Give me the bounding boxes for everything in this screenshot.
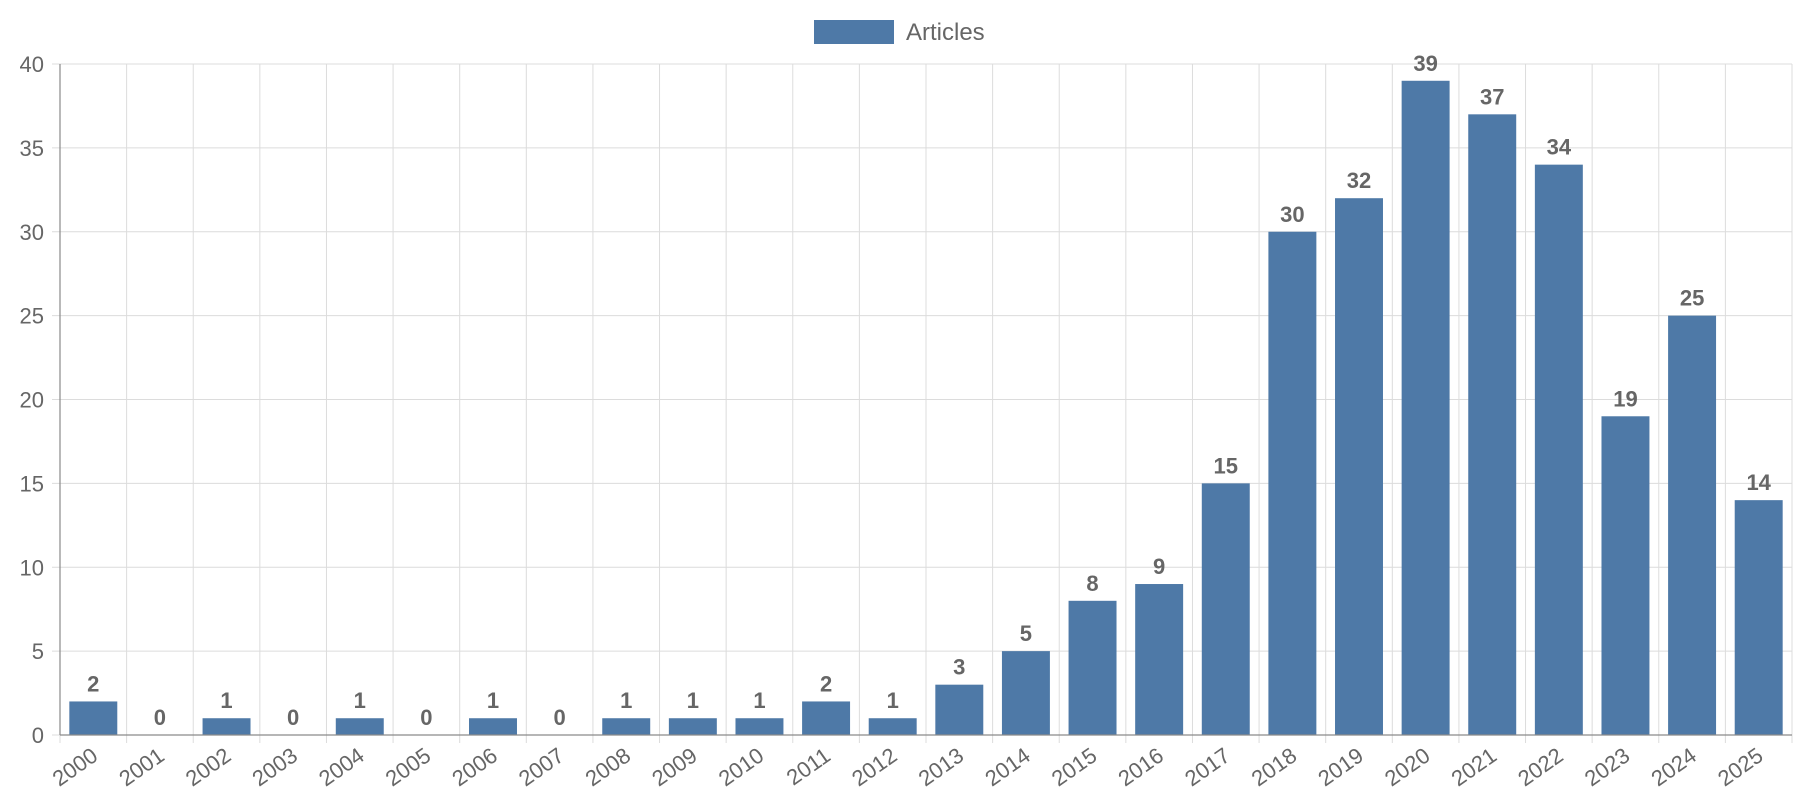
x-tick-label: 2001 (114, 743, 168, 792)
bar-2006[interactable] (469, 718, 517, 735)
data-label-2013: 3 (953, 655, 965, 680)
data-label-2007: 0 (553, 705, 565, 730)
y-tick-label: 5 (32, 639, 44, 664)
x-tick-label: 2009 (647, 743, 701, 792)
x-tick-label: 2011 (782, 743, 835, 791)
data-label-2009: 1 (687, 688, 699, 713)
bar-2004[interactable] (335, 718, 384, 735)
bar-2011[interactable] (802, 701, 851, 735)
x-tick-label: 2006 (447, 743, 501, 792)
data-label-2012: 1 (887, 688, 899, 713)
x-tick-label: 2007 (514, 743, 568, 792)
bar-2002[interactable] (202, 718, 251, 735)
data-label-2003: 0 (287, 705, 299, 730)
x-tick-label: 2000 (48, 743, 102, 792)
bar-2025[interactable] (1734, 500, 1783, 735)
bar-2013[interactable] (935, 684, 984, 735)
legend[interactable]: Articles (814, 19, 985, 46)
data-label-2004: 1 (354, 688, 366, 713)
data-label-2000: 2 (87, 671, 99, 696)
bar-2022[interactable] (1534, 164, 1583, 735)
y-tick-label: 25 (20, 304, 44, 329)
bar-2009[interactable] (668, 718, 717, 735)
y-tick-label: 30 (20, 220, 44, 245)
x-tick-label: 2012 (847, 743, 901, 792)
x-tick-label: 2004 (314, 743, 368, 792)
bar-2020[interactable] (1401, 80, 1450, 735)
data-label-2023: 19 (1613, 386, 1637, 411)
x-tick-label: 2013 (914, 743, 968, 792)
x-tick-label: 2023 (1580, 743, 1634, 792)
x-tick-label: 2014 (980, 743, 1034, 792)
data-label-2024: 25 (1680, 286, 1704, 311)
y-tick-label: 35 (20, 136, 44, 161)
data-label-2025: 14 (1746, 470, 1771, 495)
x-tick-label: 2010 (714, 743, 768, 792)
x-tick-label: 2018 (1247, 743, 1301, 792)
x-tick-label: 2008 (581, 743, 635, 792)
x-tick-label: 2020 (1380, 743, 1434, 792)
bar-2021[interactable] (1468, 114, 1517, 735)
data-label-2017: 15 (1214, 453, 1238, 478)
x-tick-label: 2025 (1713, 743, 1767, 792)
y-tick-label: 10 (20, 555, 44, 580)
y-tick-label: 20 (20, 388, 44, 413)
data-label-2014: 5 (1020, 621, 1032, 646)
x-tick-label: 2017 (1180, 743, 1234, 792)
x-tick-label: 2015 (1047, 743, 1101, 792)
data-label-2015: 8 (1086, 571, 1098, 596)
legend-label-articles: Articles (906, 19, 985, 46)
bar-2019[interactable] (1335, 198, 1383, 735)
value-labels: 2 0 1 0 1 0 1 0 1 1 1 2 1 3 5 8 9 15 30 32 39 37 34 19 25 14 (87, 51, 1772, 730)
x-tick-label: 2019 (1313, 743, 1367, 792)
y-tick-label: 40 (20, 52, 44, 77)
x-tick-label: 2005 (381, 743, 435, 792)
x-tick-label: 2022 (1513, 743, 1567, 792)
data-label-2001: 0 (154, 705, 166, 730)
x-tick-label: 2016 (1114, 743, 1168, 792)
data-label-2010: 1 (753, 688, 765, 713)
data-label-2020: 39 (1413, 51, 1437, 76)
x-tick-label: 2003 (248, 743, 302, 792)
data-label-2006: 1 (487, 688, 499, 713)
bar-2024[interactable] (1668, 315, 1717, 735)
bar-2015[interactable] (1068, 600, 1117, 735)
grid (52, 63, 1793, 743)
bar-2014[interactable] (1001, 651, 1050, 735)
bars (69, 80, 1783, 735)
x-tick-label: 2002 (181, 743, 235, 792)
data-label-2011: 2 (820, 671, 832, 696)
bar-2000[interactable] (69, 701, 118, 735)
y-tick-label: 15 (20, 471, 44, 496)
data-label-2005: 0 (420, 705, 432, 730)
legend-swatch-articles (814, 20, 894, 44)
bar-2008[interactable] (602, 718, 651, 735)
data-label-2022: 34 (1547, 135, 1572, 160)
bar-2018[interactable] (1268, 231, 1317, 735)
data-label-2002: 1 (220, 688, 232, 713)
bar-2010[interactable] (735, 718, 784, 735)
data-label-2008: 1 (620, 688, 632, 713)
bar-2023[interactable] (1601, 416, 1650, 735)
bar-2016[interactable] (1135, 584, 1184, 735)
bar-2012[interactable] (868, 718, 917, 735)
data-label-2019: 32 (1347, 168, 1371, 193)
data-label-2018: 30 (1280, 202, 1304, 227)
x-tick-label: 2024 (1647, 743, 1701, 792)
y-tick-label: 0 (32, 723, 44, 748)
data-label-2016: 9 (1153, 554, 1165, 579)
data-label-2021: 37 (1480, 84, 1504, 109)
bar-2017[interactable] (1201, 483, 1250, 735)
x-tick-label: 2021 (1447, 743, 1501, 792)
